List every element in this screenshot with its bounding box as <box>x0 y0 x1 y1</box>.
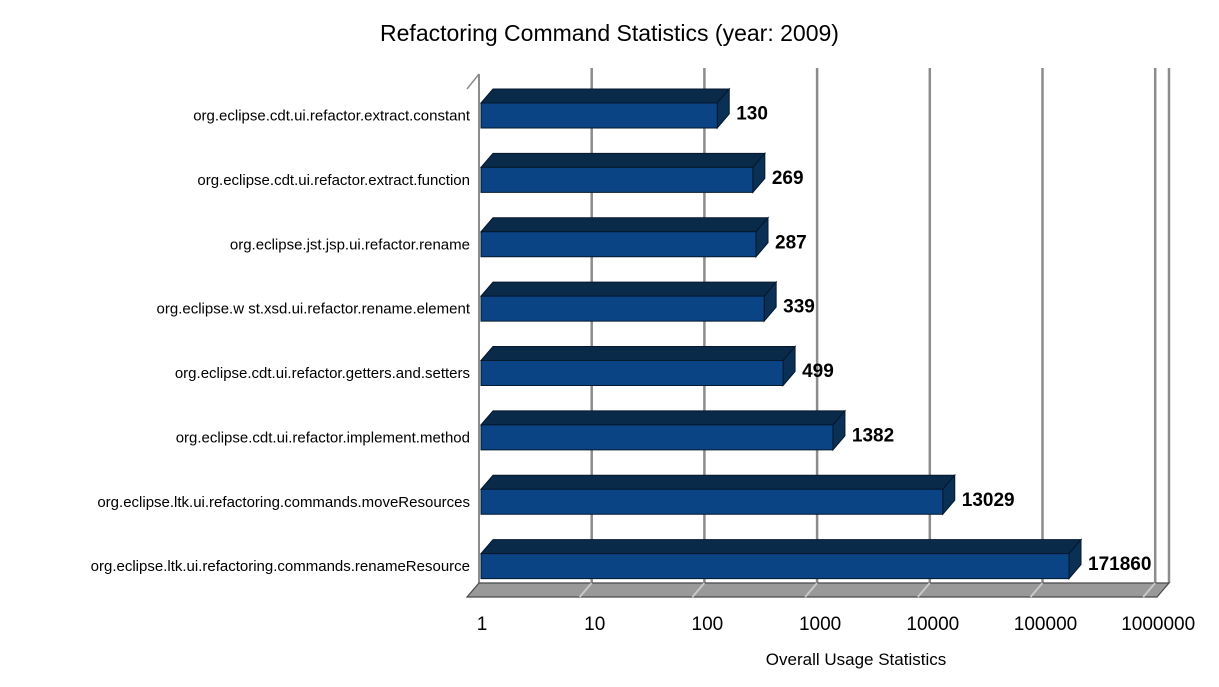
bar-top-face <box>479 539 1083 555</box>
x-tick-label: 1 <box>477 614 488 635</box>
bar-top-face <box>479 88 731 104</box>
category-label: org.eclipse.cdt.ui.refactor.extract.cons… <box>193 108 471 125</box>
bar-front-face <box>480 102 718 129</box>
value-label: 287 <box>775 232 807 253</box>
category-label: org.eclipse.ltk.ui.refactoring.commands.… <box>97 494 470 511</box>
value-label: 269 <box>772 168 804 189</box>
floor-gridline-mark <box>917 582 931 598</box>
category-label: org.eclipse.jst.jsp.ui.refactor.rename <box>230 236 470 253</box>
bar-top-face <box>479 217 770 233</box>
x-tick-label: 1000000 <box>1121 614 1195 635</box>
category-label: org.eclipse.w st.xsd.ui.refactor.rename.… <box>157 301 471 318</box>
category-label: org.eclipse.ltk.ui.refactoring.commands.… <box>91 558 470 575</box>
bar-top-face <box>479 281 778 297</box>
x-tick-label: 100 <box>692 614 724 635</box>
value-label: 1382 <box>852 425 894 446</box>
x-tick-label: 10 <box>584 614 605 635</box>
x-axis-title: Overall Usage Statistics <box>765 650 947 669</box>
value-label: 171860 <box>1088 554 1151 575</box>
bar-top-face <box>479 152 766 168</box>
x-tick-label: 1000 <box>799 614 841 635</box>
x-tick-label: 100000 <box>1014 614 1077 635</box>
chart-floor <box>465 582 1171 598</box>
left-wall-top-edge <box>466 73 480 90</box>
bar-front-face <box>480 424 834 451</box>
floor-gridline-mark <box>578 582 593 598</box>
chart-title: Refactoring Command Statistics (year: 20… <box>380 20 839 46</box>
bar-front-face <box>480 488 944 515</box>
bar-top-face <box>479 474 956 490</box>
bar-front-face <box>480 553 1070 580</box>
bar-top-face <box>479 346 797 361</box>
bar-front-face <box>480 166 754 193</box>
value-label: 499 <box>802 361 834 382</box>
floor-gridline-mark <box>804 582 818 598</box>
category-label: org.eclipse.cdt.ui.refactor.extract.func… <box>197 172 470 189</box>
value-label: 130 <box>736 104 768 125</box>
x-tick-label: 10000 <box>906 614 959 635</box>
bar-front-face <box>480 295 765 322</box>
bar-top-face <box>479 410 847 426</box>
floor-gridline-mark <box>1142 582 1156 598</box>
category-label: org.eclipse.cdt.ui.refactor.getters.and.… <box>175 365 470 382</box>
value-label: 13029 <box>962 490 1015 511</box>
value-label: 339 <box>783 297 815 318</box>
bar-front-face <box>480 360 784 386</box>
bar-front-face <box>480 231 757 258</box>
category-label: org.eclipse.cdt.ui.refactor.implement.me… <box>176 429 470 446</box>
floor-gridline-mark <box>691 582 706 598</box>
floor-gridline-mark <box>1029 582 1044 598</box>
